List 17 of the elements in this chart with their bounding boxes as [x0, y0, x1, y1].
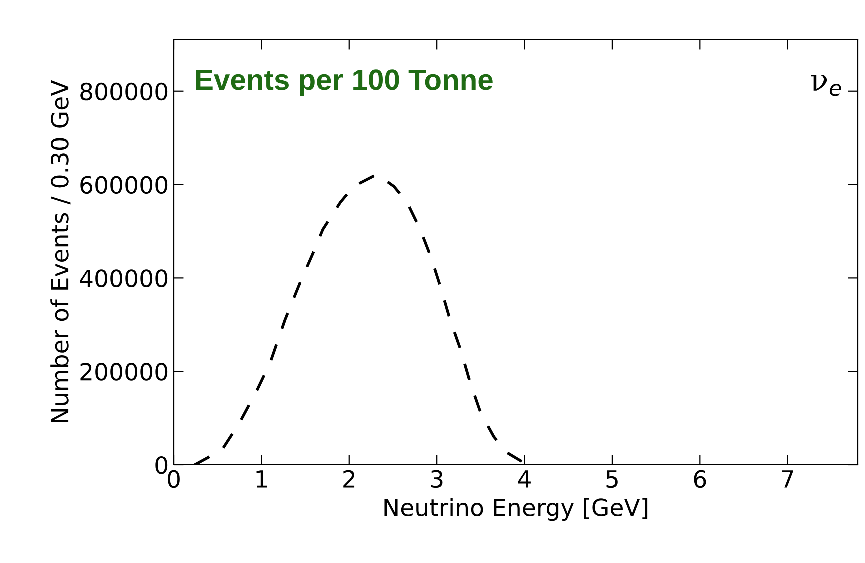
y-tick-label: 600000 — [80, 176, 168, 194]
x-tick-label: 2 — [344, 470, 355, 488]
x-axis-title: Neutrino Energy [GeV] — [384, 498, 648, 522]
x-tick-label: 1 — [256, 470, 268, 488]
text: Events per 100 Tonne — [196, 70, 493, 96]
x-tick-label: 6 — [694, 470, 706, 488]
annotation: ν$_{e}$ — [811, 75, 842, 96]
x-tick-label: 3 — [431, 470, 443, 488]
x-tick-label: 4 — [518, 470, 531, 488]
x-tick-label: 7 — [782, 470, 794, 488]
y-tick-label: 0 — [156, 456, 168, 474]
y-tick-label: 800000 — [80, 82, 168, 101]
y-tick-label: 400000 — [80, 270, 168, 288]
y-tick-label: 200000 — [80, 363, 168, 381]
y-axis-title: Number of Events / 0.30 GeV — [50, 80, 71, 422]
x-tick-label: 5 — [606, 470, 618, 488]
x-tick-label: 0 — [168, 470, 180, 488]
